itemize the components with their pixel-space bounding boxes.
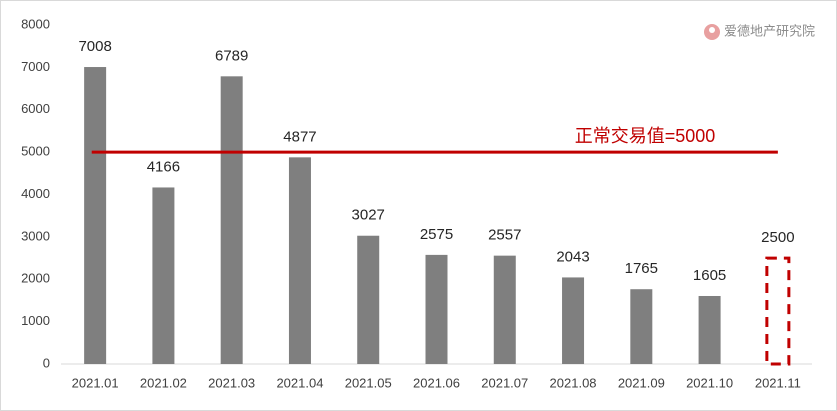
y-tick-label: 4000 xyxy=(21,186,50,201)
x-tick-label: 2021.06 xyxy=(413,375,460,390)
watermark: 爱德地产研究院 xyxy=(724,23,815,38)
data-label: 2575 xyxy=(420,226,453,243)
data-label: 3027 xyxy=(352,207,385,224)
data-label: 2043 xyxy=(556,248,589,265)
x-tick-label: 2021.11 xyxy=(755,375,801,390)
bar xyxy=(698,295,721,364)
y-tick-label: 6000 xyxy=(21,101,50,116)
data-label: 4166 xyxy=(147,158,180,175)
bar xyxy=(493,255,516,364)
x-tick-label: 2021.04 xyxy=(276,375,323,390)
x-tick-label: 2021.01 xyxy=(72,375,119,390)
y-tick-label: 8000 xyxy=(21,16,50,31)
y-tick-label: 7000 xyxy=(21,59,50,74)
data-label: 4877 xyxy=(283,128,316,145)
bar xyxy=(425,254,448,364)
x-tick-label: 2021.10 xyxy=(686,375,733,390)
x-tick-label: 2021.09 xyxy=(618,375,665,390)
data-label: 1765 xyxy=(625,260,658,277)
y-tick-label: 0 xyxy=(43,355,50,370)
x-tick-label: 2021.02 xyxy=(140,375,187,390)
y-tick-label: 5000 xyxy=(21,144,50,159)
bar xyxy=(630,289,653,364)
x-tick-label: 2021.07 xyxy=(481,375,528,390)
y-tick-label: 2000 xyxy=(21,271,50,286)
bar xyxy=(220,76,243,364)
data-label: 7008 xyxy=(78,38,111,55)
bar-dashed xyxy=(765,256,791,366)
reference-label: 正常交易值=5000 xyxy=(575,126,716,146)
watermark-logo-dot xyxy=(709,27,715,33)
data-label: 6789 xyxy=(215,47,248,64)
bar xyxy=(562,277,585,364)
x-tick-label: 2021.03 xyxy=(208,375,255,390)
x-tick-label: 2021.08 xyxy=(550,375,597,390)
y-tick-label: 1000 xyxy=(21,313,50,328)
data-label: 2557 xyxy=(488,227,521,244)
bar xyxy=(84,67,107,364)
bar xyxy=(357,235,380,364)
x-tick-label: 2021.05 xyxy=(345,375,392,390)
y-tick-label: 3000 xyxy=(21,228,50,243)
bar xyxy=(288,157,311,364)
data-label: 1605 xyxy=(693,267,726,284)
bar xyxy=(152,187,175,364)
data-label: 2500 xyxy=(761,229,794,246)
